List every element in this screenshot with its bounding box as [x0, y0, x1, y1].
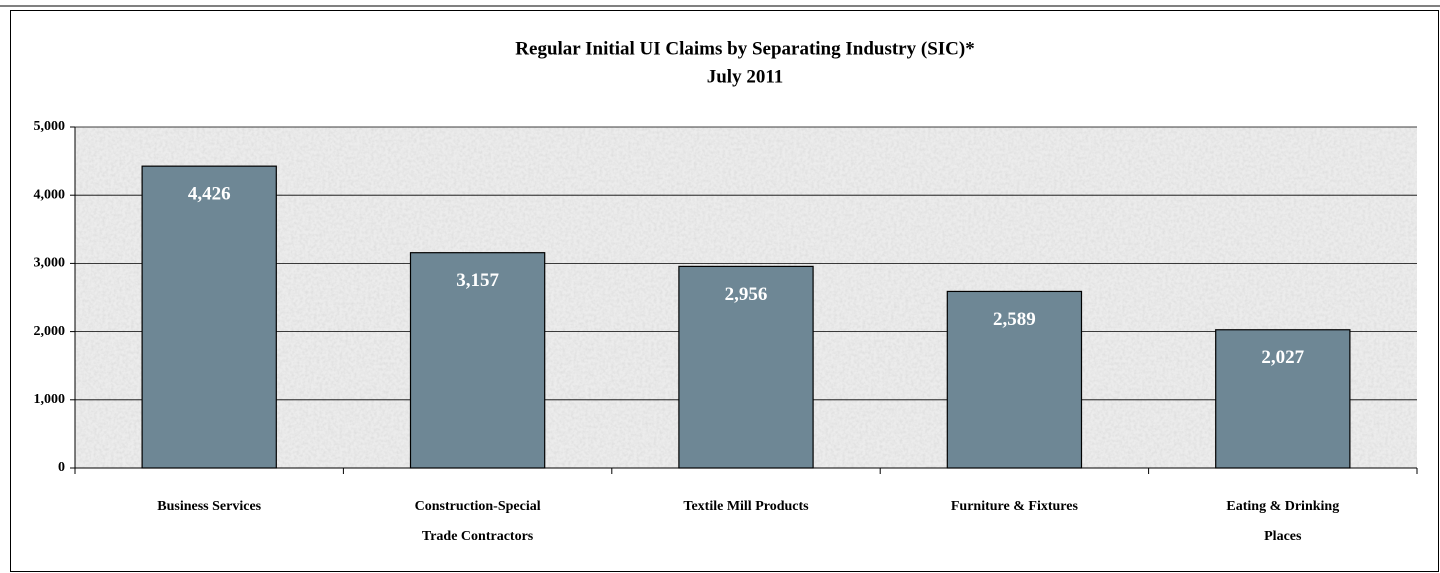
x-tick-label: Eating & Drinking [1226, 499, 1339, 514]
value-label: 2,027 [1261, 347, 1304, 368]
chart-title: Regular Initial UI Claims by Separating … [515, 38, 974, 59]
x-tick-label: Trade Contractors [422, 529, 534, 544]
y-tick-label: 2,000 [34, 324, 66, 339]
x-tick-label: Places [1264, 529, 1302, 544]
y-tick-label: 5,000 [34, 119, 66, 134]
x-tick-label: Textile Mill Products [683, 499, 809, 514]
y-tick-label: 3,000 [34, 256, 66, 271]
chart-subtitle: July 2011 [707, 66, 784, 87]
bar [946, 290, 1083, 469]
bar [678, 265, 814, 469]
x-tick-label: Construction-Special [415, 499, 541, 514]
x-tick-label: Business Services [157, 499, 261, 514]
value-label: 3,157 [456, 270, 499, 291]
value-label: 2,589 [993, 309, 1036, 330]
value-label: 4,426 [188, 184, 231, 205]
value-label: 2,956 [725, 284, 768, 305]
y-tick-label: 1,000 [34, 392, 66, 407]
y-tick-label: 4,000 [34, 187, 66, 202]
x-tick-label: Furniture & Fixtures [951, 499, 1079, 514]
bar [1215, 329, 1351, 469]
y-tick-label: 0 [58, 460, 65, 475]
bar [141, 165, 277, 469]
bar [409, 252, 546, 469]
